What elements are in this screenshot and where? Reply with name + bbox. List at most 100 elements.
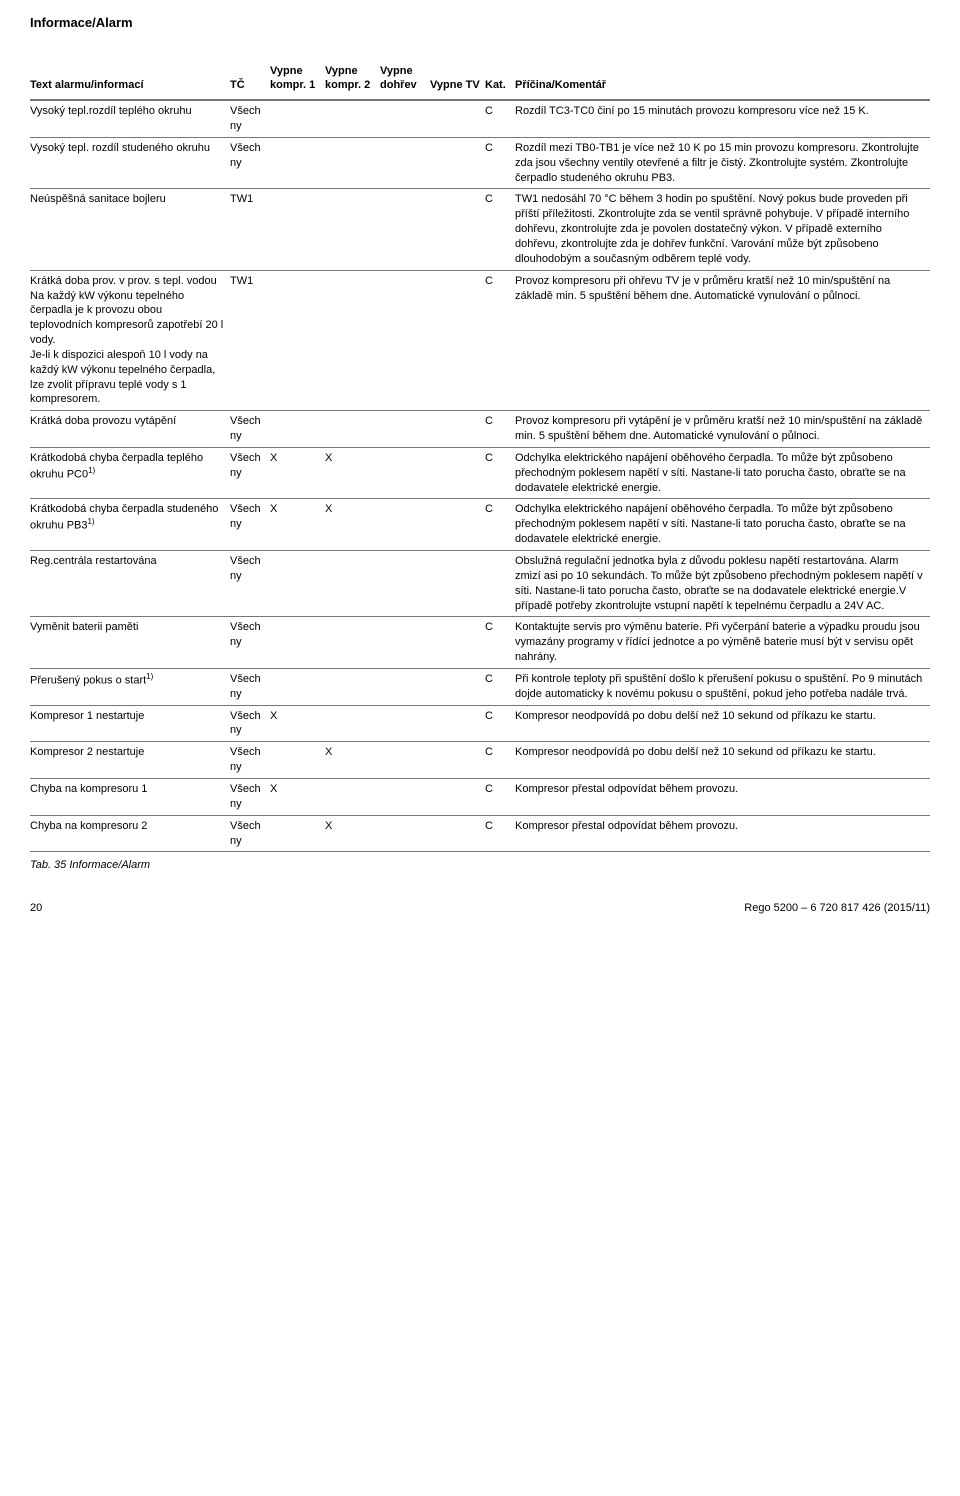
table-cell [380, 815, 430, 852]
table-cell [380, 499, 430, 551]
table-cell: Chyba na kompresoru 1 [30, 778, 230, 815]
table-row: Krátkodobá chyba čerpadla teplého okruhu… [30, 447, 930, 499]
table-cell: C [485, 270, 515, 411]
table-cell [270, 742, 325, 779]
column-header: Vypne kompr. 1 [270, 60, 325, 101]
table-cell [430, 411, 485, 448]
table-cell [270, 815, 325, 852]
table-cell: Všechny [230, 742, 270, 779]
table-cell: Všechny [230, 447, 270, 499]
table-cell [380, 411, 430, 448]
table-cell [380, 137, 430, 189]
table-cell [430, 815, 485, 852]
table-row: Neúspěšná sanitace bojleruTW1 CTW1 nedosá… [30, 189, 930, 270]
table-cell [325, 100, 380, 137]
table-cell [380, 742, 430, 779]
table-caption: Tab. 35 Informace/Alarm [30, 858, 930, 873]
table-row: Krátkodobá chyba čerpadla studeného okru… [30, 499, 930, 551]
table-cell [270, 270, 325, 411]
column-header: Kat. [485, 60, 515, 101]
table-cell: Obslužná regulační jednotka byla z důvod… [515, 551, 930, 617]
table-cell [325, 137, 380, 189]
table-cell: C [485, 189, 515, 270]
doc-reference: Rego 5200 – 6 720 817 426 (2015/11) [744, 901, 930, 916]
table-cell [430, 499, 485, 551]
table-cell: TW1 [230, 189, 270, 270]
table-row: Vysoký tepl. rozdíl studeného okruhuVšec… [30, 137, 930, 189]
table-row: Vysoký tepl.rozdíl teplého okruhuVšechny… [30, 100, 930, 137]
column-header: TČ [230, 60, 270, 101]
column-header: Příčina/Komentář [515, 60, 930, 101]
table-cell: Všechny [230, 551, 270, 617]
table-cell: Kompresor neodpovídá po dobu delší než 1… [515, 705, 930, 742]
table-cell: Rozdíl mezi TB0-TB1 je více než 10 K po … [515, 137, 930, 189]
table-cell: X [270, 499, 325, 551]
table-row: Vyměnit baterii pamětiVšechnyCKontaktujt… [30, 617, 930, 669]
table-cell: Provoz kompresoru při ohřevu TV je v prů… [515, 270, 930, 411]
table-cell [270, 617, 325, 669]
table-cell: Všechny [230, 499, 270, 551]
table-row: Kompresor 1 nestartujeVšechnyXCKompresor… [30, 705, 930, 742]
table-cell [380, 617, 430, 669]
alarm-table: Text alarmu/informacíTČVypne kompr. 1Vyp… [30, 60, 930, 853]
table-cell [270, 137, 325, 189]
table-cell [270, 100, 325, 137]
table-cell: Kompresor přestal odpovídat během provoz… [515, 815, 930, 852]
table-cell: Všechny [230, 137, 270, 189]
table-cell: Odchylka elektrického napájení oběhového… [515, 447, 930, 499]
table-cell: Neúspěšná sanitace bojleru [30, 189, 230, 270]
table-cell [270, 551, 325, 617]
table-cell [430, 705, 485, 742]
table-cell: X [270, 778, 325, 815]
table-cell [380, 270, 430, 411]
table-cell [430, 137, 485, 189]
table-cell [325, 668, 380, 705]
table-cell: Rozdíl TC3-TC0 činí po 15 minutách provo… [515, 100, 930, 137]
table-cell: C [485, 778, 515, 815]
table-cell: X [325, 447, 380, 499]
table-cell [380, 189, 430, 270]
table-cell: Vysoký tepl.rozdíl teplého okruhu [30, 100, 230, 137]
table-cell: Reg.centrála restartována [30, 551, 230, 617]
table-cell [430, 270, 485, 411]
column-header: Vypne kompr. 2 [325, 60, 380, 101]
table-cell: TW1 [230, 270, 270, 411]
table-cell: Kompresor neodpovídá po dobu delší než 1… [515, 742, 930, 779]
table-cell [325, 617, 380, 669]
table-cell: X [325, 815, 380, 852]
table-cell: C [485, 815, 515, 852]
table-cell: Všechny [230, 100, 270, 137]
table-row: Přerušený pokus o start1)VšechnyCPři kon… [30, 668, 930, 705]
table-row: Chyba na kompresoru 2VšechnyXCKompresor … [30, 815, 930, 852]
table-cell: Všechny [230, 778, 270, 815]
table-cell [380, 100, 430, 137]
table-cell: Krátkodobá chyba čerpadla studeného okru… [30, 499, 230, 551]
table-cell [430, 100, 485, 137]
table-cell: C [485, 668, 515, 705]
table-cell [430, 617, 485, 669]
table-cell [430, 189, 485, 270]
table-cell: Kompresor přestal odpovídat během provoz… [515, 778, 930, 815]
table-cell: C [485, 742, 515, 779]
table-cell: TW1 nedosáhl 70 °C během 3 hodin po spuš… [515, 189, 930, 270]
table-cell [430, 551, 485, 617]
table-row: Kompresor 2 nestartujeVšechnyXCKompresor… [30, 742, 930, 779]
table-cell: Kompresor 2 nestartuje [30, 742, 230, 779]
column-header: Vypne dohřev [380, 60, 430, 101]
table-cell [485, 551, 515, 617]
table-cell: C [485, 499, 515, 551]
column-header: Vypne TV [430, 60, 485, 101]
table-cell [325, 778, 380, 815]
table-cell: C [485, 137, 515, 189]
table-cell: X [325, 499, 380, 551]
table-cell [430, 742, 485, 779]
table-cell: C [485, 411, 515, 448]
table-cell: Všechny [230, 411, 270, 448]
table-cell: C [485, 617, 515, 669]
table-cell: Při kontrole teploty při spuštění došlo … [515, 668, 930, 705]
table-cell [380, 447, 430, 499]
table-cell: Krátkodobá chyba čerpadla teplého okruhu… [30, 447, 230, 499]
table-cell: Kontaktujte servis pro výměnu baterie. P… [515, 617, 930, 669]
table-cell: Všechny [230, 668, 270, 705]
table-cell [430, 668, 485, 705]
